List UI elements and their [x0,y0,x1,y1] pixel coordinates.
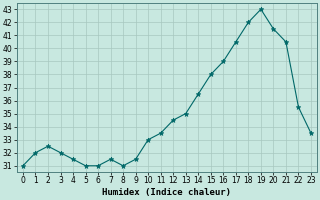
X-axis label: Humidex (Indice chaleur): Humidex (Indice chaleur) [102,188,231,197]
